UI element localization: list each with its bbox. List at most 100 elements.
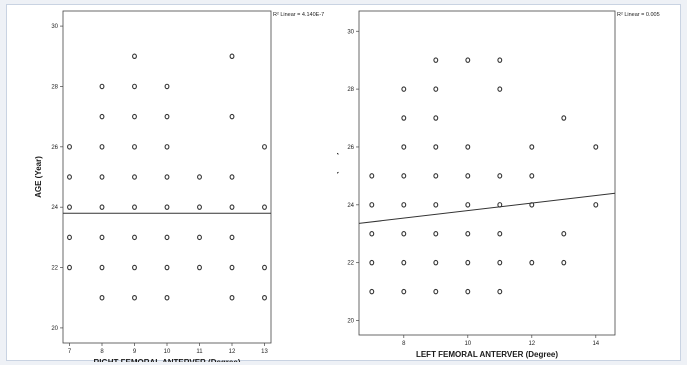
y-tick-label: 22 [51, 266, 58, 272]
data-point [132, 294, 137, 301]
y-tick-label: 22 [347, 261, 354, 267]
data-point [132, 174, 137, 180]
data-point [67, 204, 72, 210]
y-tick-label: 30 [347, 29, 354, 35]
x-tick-label: 8 [100, 349, 104, 355]
x-tick-label: 11 [196, 349, 203, 355]
data-point [164, 294, 170, 301]
y-tick-label: 24 [51, 205, 58, 211]
figure-frame: 20 22 24 26 28 30 7 8 9 10 11 12 13 R² Linear = 4.140… [6, 4, 681, 362]
data-point [164, 264, 170, 271]
data-point [132, 144, 137, 150]
data-point [529, 144, 535, 150]
data-point [229, 264, 235, 271]
data-point [433, 86, 439, 92]
data-point [67, 174, 72, 180]
x-axis-title: RIGHT FEMORAL ANTERVER (Degree) [94, 358, 241, 362]
data-point [99, 264, 105, 271]
data-point [369, 173, 375, 179]
x-tick-label: 14 [592, 341, 599, 347]
data-point [433, 288, 439, 295]
data-point [401, 259, 407, 266]
data-point [529, 259, 535, 266]
data-point [67, 264, 72, 271]
x-tick-label: 10 [164, 349, 171, 355]
data-point [433, 231, 439, 237]
data-point [197, 234, 202, 241]
data-point [132, 204, 137, 210]
y-tick-label: 28 [347, 87, 354, 93]
y-tick-label: 20 [51, 326, 58, 332]
y-tick-label: 26 [347, 145, 354, 151]
data-point [561, 259, 567, 266]
data-point [465, 144, 471, 150]
data-point [99, 83, 105, 90]
y-tick-label: 24 [347, 203, 354, 209]
data-point [262, 294, 267, 301]
data-point [465, 173, 471, 179]
y-tick-label: 20 [347, 319, 354, 325]
data-point [465, 202, 471, 208]
data-point [497, 86, 503, 92]
data-point [369, 259, 375, 266]
data-point [433, 173, 439, 179]
y-axis-title: AGE (Year) [34, 156, 43, 198]
data-point [465, 57, 471, 63]
fit-line [358, 192, 616, 224]
data-point [369, 202, 375, 208]
data-point [465, 231, 471, 237]
data-point [164, 174, 170, 180]
data-point [433, 57, 439, 63]
data-point [197, 204, 202, 210]
plot-area [62, 10, 272, 344]
data-point [197, 174, 202, 180]
x-tick-label: 8 [402, 341, 406, 347]
data-point [401, 86, 407, 92]
data-point [99, 174, 105, 180]
data-point [401, 288, 407, 295]
data-point [497, 173, 503, 179]
data-point [497, 231, 503, 237]
data-point [369, 231, 375, 237]
data-point [401, 173, 407, 179]
data-point [497, 288, 503, 295]
data-point [229, 53, 235, 60]
data-point [99, 113, 105, 120]
data-point [593, 144, 599, 150]
data-point [99, 204, 105, 210]
data-point [561, 115, 567, 121]
x-tick-label: 9 [133, 349, 137, 355]
data-point [262, 264, 267, 271]
data-point [593, 202, 599, 208]
data-point [465, 259, 471, 266]
data-point [262, 204, 267, 210]
data-point [433, 115, 439, 121]
data-point [132, 53, 137, 60]
y-tick-label: 30 [51, 24, 58, 30]
data-point [229, 234, 235, 241]
x-tick-label: 12 [528, 341, 535, 347]
data-point [132, 234, 137, 241]
data-point [529, 173, 535, 179]
chart-right-femoral: 20 22 24 26 28 30 7 8 9 10 11 12 13 R² Linear = 4.140… [34, 10, 324, 362]
data-point [401, 115, 407, 121]
data-point [401, 144, 407, 150]
data-point [229, 174, 235, 180]
x-tick-label: 7 [68, 349, 72, 355]
x-tick-label: 13 [261, 349, 268, 355]
data-point [132, 113, 137, 120]
data-point [164, 83, 170, 90]
y-axis-title: AGE (Year) [337, 152, 339, 194]
x-tick-label: 12 [229, 349, 236, 355]
data-point [401, 231, 407, 237]
data-point [164, 234, 170, 241]
data-point [229, 113, 235, 120]
data-point [164, 144, 170, 150]
data-point [497, 57, 503, 63]
data-point [262, 144, 267, 150]
data-point [132, 264, 137, 271]
data-point [99, 144, 105, 150]
data-point [67, 234, 72, 241]
data-point [132, 83, 137, 90]
data-point [433, 202, 439, 208]
